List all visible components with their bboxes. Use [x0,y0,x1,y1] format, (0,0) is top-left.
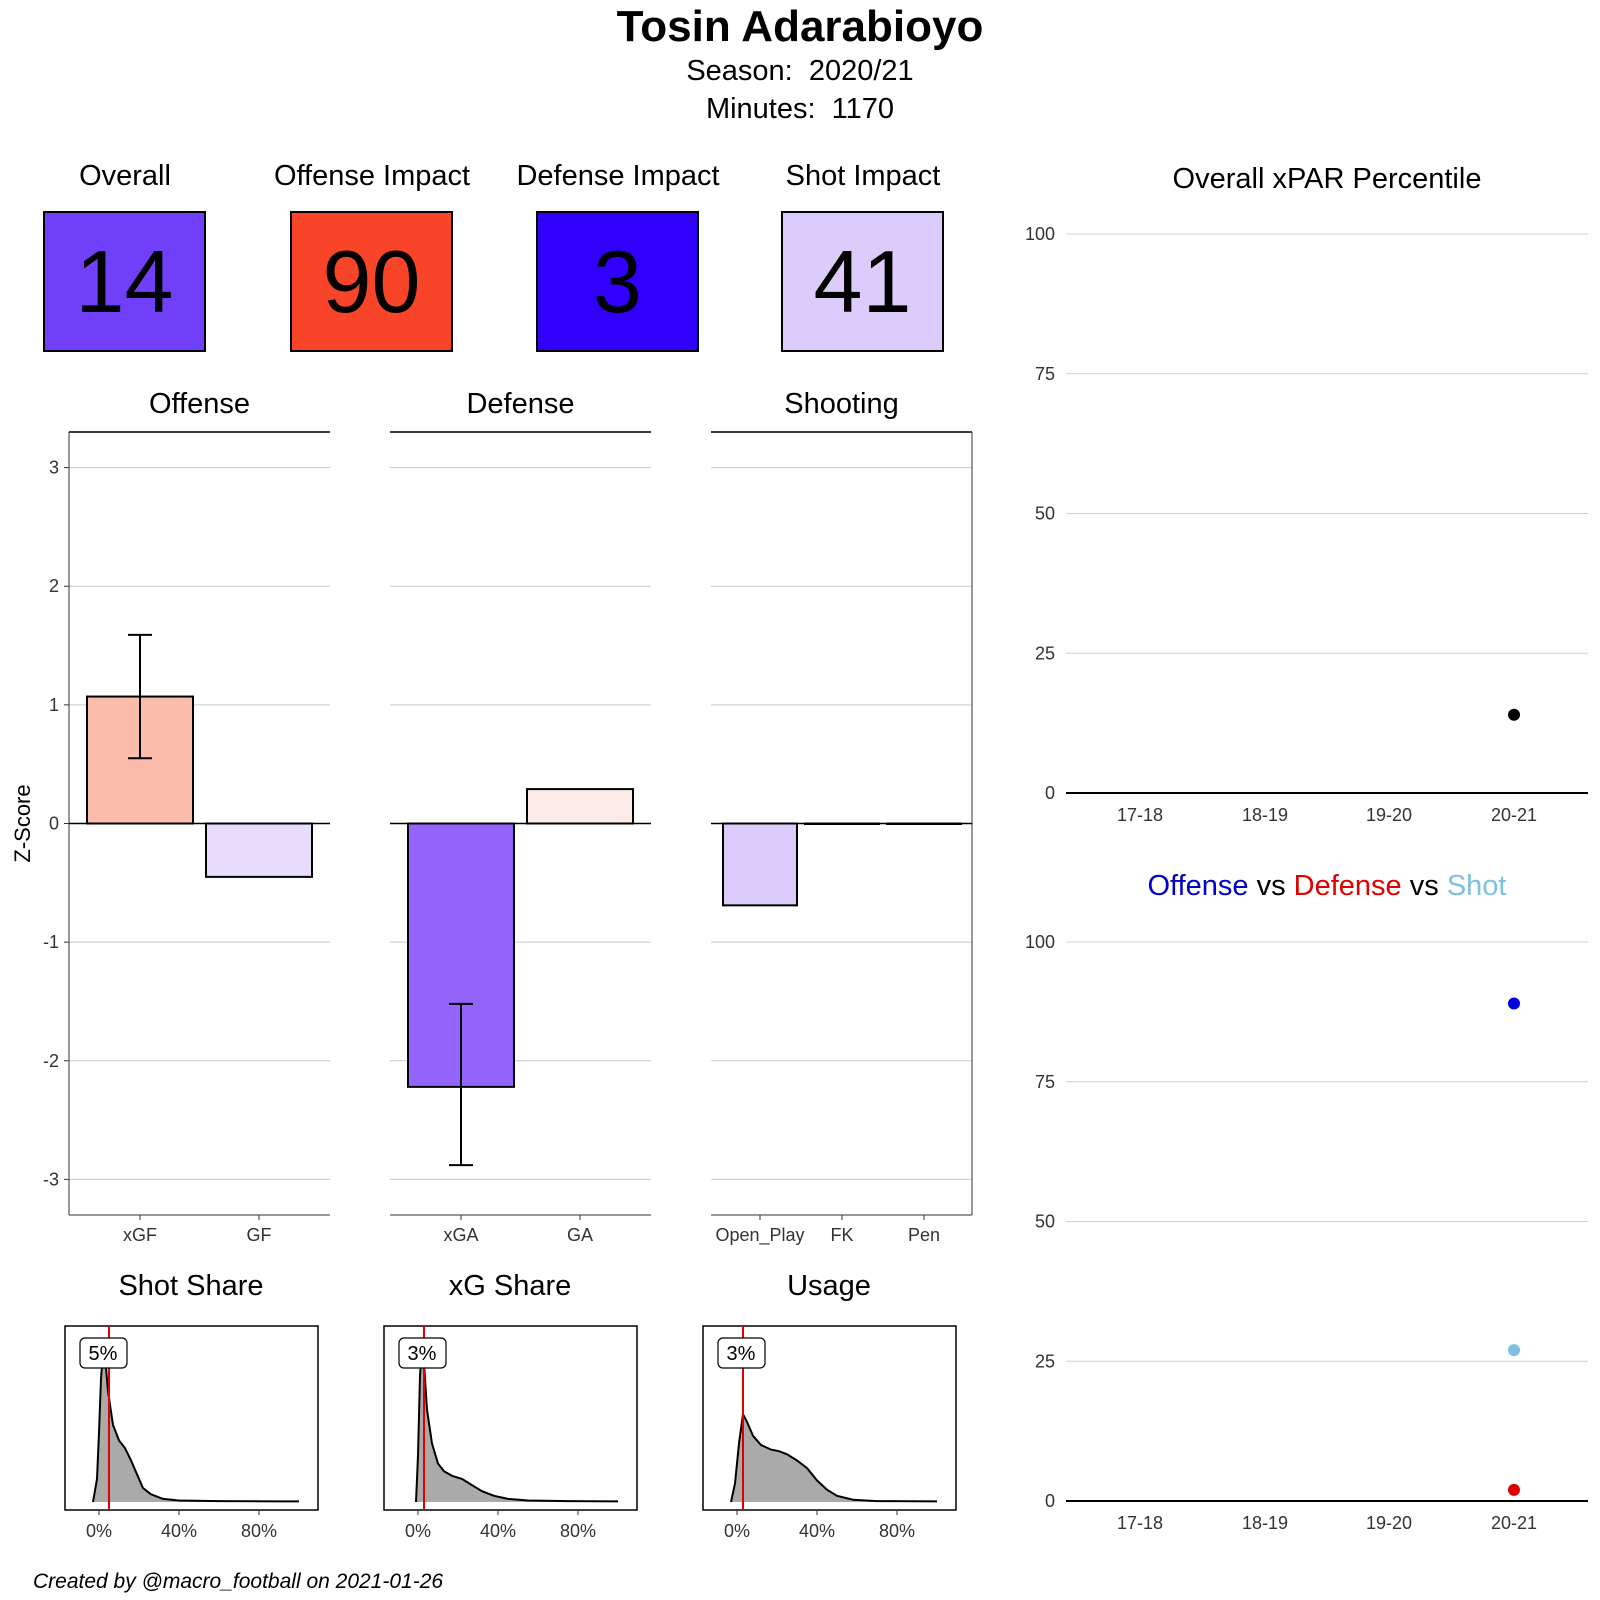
x-tick-label-20-21: 20-21 [1491,1513,1537,1533]
y-tick-label: 3 [49,458,59,478]
y-tick-label: 0 [1045,1491,1055,1511]
bar-pen [886,822,962,825]
marker-badge-xg-share [398,1337,447,1369]
y-tick-label: 100 [1025,224,1055,244]
season-line: Season: 2020/21 [0,52,1600,90]
kpi-label-defense-impact: Defense Impact [516,160,720,192]
panel-title-offense: Offense [149,388,250,420]
point-overall [1508,708,1520,721]
header: Tosin Adarabioyo Season: 2020/21 Minutes… [0,0,1600,128]
x-tick-label: 0% [724,1521,750,1541]
density-frame-xg-share [383,1325,638,1511]
x-tick-label-fk: FK [830,1225,853,1245]
x-tick-label: 0% [86,1521,112,1541]
y-tick-label: 25 [1035,643,1055,663]
y-tick-label: 50 [1035,504,1055,524]
density-frame-shot-share [64,1325,319,1511]
credit-text: Created by @macro_football on 2021-01-26 [33,1570,444,1593]
y-tick-label: 75 [1035,1072,1055,1092]
density-line-usage [730,1410,938,1503]
x-tick-label: 80% [560,1521,596,1541]
x-tick-label-19-20: 19-20 [1366,1513,1412,1533]
percentile-title-overall: Overall xPAR Percentile [1173,163,1482,195]
y-tick-label: -2 [43,1051,59,1071]
density-frame-usage [702,1325,957,1511]
y-tick-label: 0 [1045,783,1055,803]
season-value: 2020/21 [808,55,914,87]
x-tick-label-19-20: 19-20 [1366,805,1412,825]
y-tick-label: 25 [1035,1351,1055,1371]
panel-title-defense: Defense [466,388,574,420]
minutes-label: Minutes: [705,93,816,125]
kpi-label-overall: Overall [79,160,171,192]
point-components [1508,1483,1520,1496]
density-area-usage [731,1414,937,1502]
title-part: Shot [1447,870,1507,902]
x-tick-label-xgf: xGF [123,1225,157,1245]
kpi-label-shot-impact: Shot Impact [785,160,941,192]
panel-title-shooting: Shooting [784,388,899,420]
density-title-shot-share: Shot Share [118,1270,263,1302]
y-tick-label: -3 [43,1169,59,1189]
bar-fk [804,822,880,825]
density-title-usage: Usage [787,1270,871,1302]
y-axis-title: Z-Score [10,784,35,862]
kpi-box-shot-impact: 41 [781,211,944,352]
x-tick-label-gf: GF [247,1225,272,1245]
bar-gf [205,822,313,878]
x-tick-label-18-19: 18-19 [1242,805,1288,825]
density-area-xg-share [416,1348,618,1502]
density-area-shot-share [93,1352,299,1502]
bar-ga [526,788,634,825]
minutes-line: Minutes: 1170 [0,90,1600,128]
percentile-title-components: Offense vs Defense vs Shot [1148,870,1507,902]
player-name: Tosin Adarabioyo [616,2,984,51]
x-tick-label: 40% [480,1521,516,1541]
y-tick-label: 1 [49,695,59,715]
kpi-box-defense-impact: 3 [536,211,699,352]
x-tick-label: 40% [799,1521,835,1541]
kpi-box-overall: 14 [43,211,206,352]
y-tick-label: 100 [1025,932,1055,952]
x-tick-label-18-19: 18-19 [1242,1513,1288,1533]
y-tick-label: -1 [43,932,59,952]
bar-xga [407,822,515,1088]
bar-xgf [86,695,194,825]
x-tick-label-open_play: Open_Play [715,1225,804,1246]
season-label: Season: [686,55,793,87]
title-part: Defense [1294,870,1402,902]
x-tick-label-17-18: 17-18 [1117,1513,1163,1533]
marker-badge-usage [717,1337,766,1369]
x-tick-label-ga: GA [567,1225,593,1245]
x-tick-label-17-18: 17-18 [1117,805,1163,825]
point-components [1508,1344,1520,1357]
kpi-box-offense-impact: 90 [290,211,453,352]
x-tick-label-pen: Pen [908,1225,940,1245]
x-tick-label-20-21: 20-21 [1491,805,1537,825]
x-tick-label: 0% [405,1521,431,1541]
title-part: Offense [1148,870,1249,902]
y-tick-label: 50 [1035,1212,1055,1232]
marker-badge-shot-share [79,1337,128,1369]
x-tick-label-xga: xGA [443,1225,478,1245]
x-tick-label: 80% [879,1521,915,1541]
x-tick-label: 80% [241,1521,277,1541]
bar-open_play [722,822,798,907]
marker-badge-label-xg-share: 3% [408,1343,437,1365]
point-components [1508,997,1520,1010]
density-line-xg-share [415,1347,619,1503]
title-part: vs [1402,870,1447,902]
y-tick-label: 0 [49,814,59,834]
density-line-shot-share [92,1349,299,1503]
kpi-label-offense-impact: Offense Impact [273,160,471,192]
marker-badge-label-shot-share: 5% [89,1343,118,1365]
density-title-xg-share: xG Share [449,1270,572,1302]
minutes-value: 1170 [831,93,895,125]
y-tick-label: 75 [1035,364,1055,384]
marker-badge-label-usage: 3% [727,1343,756,1365]
x-tick-label: 40% [161,1521,197,1541]
y-tick-label: 2 [49,576,59,596]
title-part: vs [1249,870,1294,902]
